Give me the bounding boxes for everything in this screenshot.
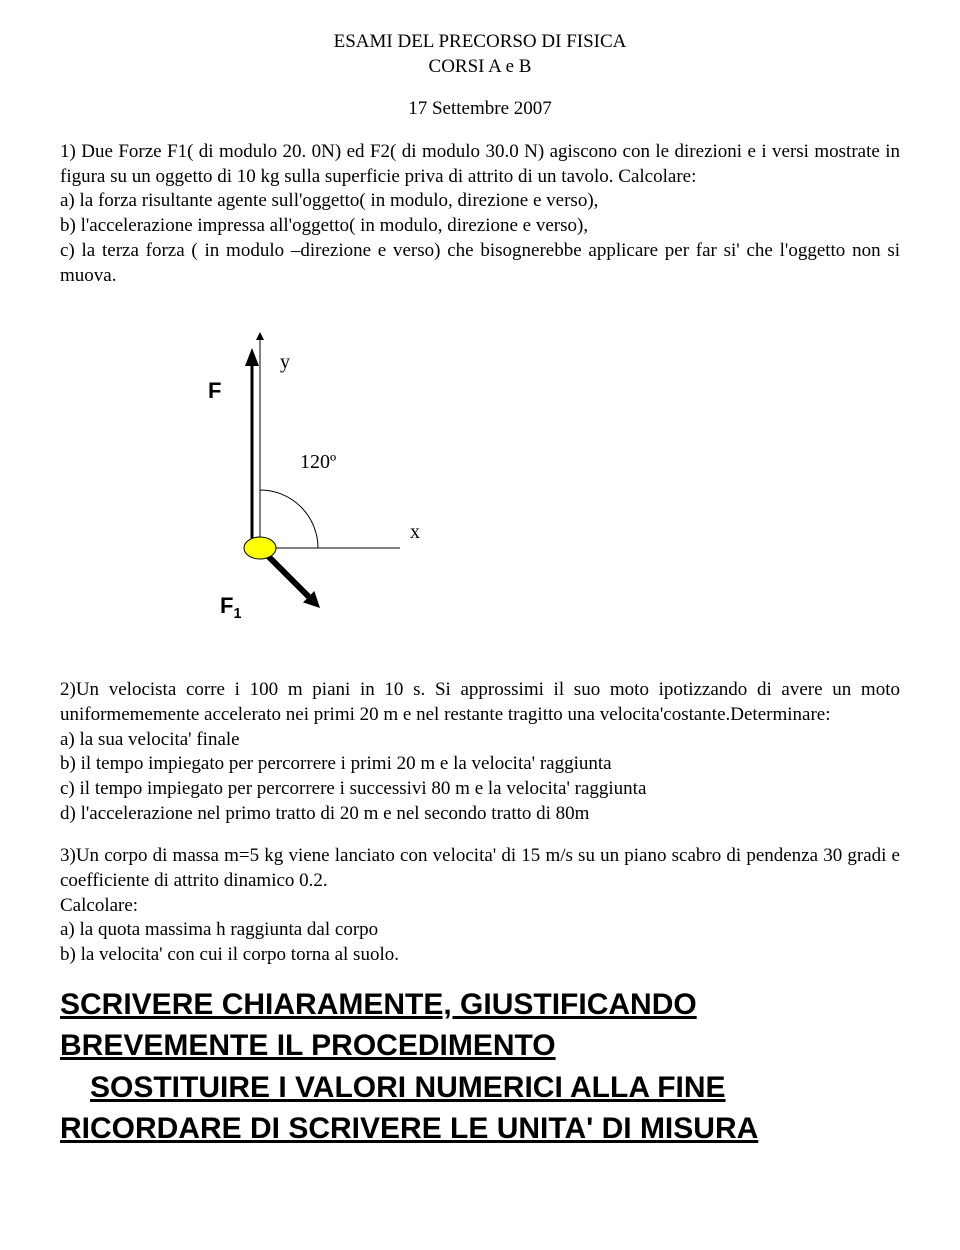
exam-date: 17 Settembre 2007 [60, 97, 900, 122]
problem-1: 1) Due Forze F1( di modulo 20. 0N) ed F2… [60, 140, 900, 288]
instruction-2: BREVEMENTE IL PROCEDIMENTO [60, 1027, 900, 1065]
svg-text:120º: 120º [300, 451, 336, 473]
diagram-svg: y x F F1 120º [60, 318, 480, 638]
svg-text:y: y [280, 351, 290, 373]
svg-text:x: x [410, 521, 420, 543]
problem-1-c: c) la terza forza ( in modulo –direzione… [60, 239, 900, 288]
problem-1-a: a) la forza risultante agente sull'ogget… [60, 189, 900, 214]
problem-2-a: a) la sua velocita' finale [60, 728, 900, 753]
problem-3-a: a) la quota massima h raggiunta dal corp… [60, 918, 900, 943]
title-line-2: CORSI A e B [60, 55, 900, 80]
instruction-3: SOSTITUIRE I VALORI NUMERICI ALLA FINE [60, 1069, 900, 1107]
problem-3-intro: 3)Un corpo di massa m=5 kg viene lanciat… [60, 844, 900, 893]
instruction-4: RICORDARE DI SCRIVERE LE UNITA' DI MISUR… [60, 1110, 900, 1148]
problem-3-calc: Calcolare: [60, 894, 900, 919]
problem-2-b: b) il tempo impiegato per percorrere i p… [60, 752, 900, 777]
problem-3-b: b) la velocita' con cui il corpo torna a… [60, 943, 900, 968]
problem-2-intro: 2)Un velocista corre i 100 m piani in 10… [60, 678, 900, 727]
problem-2-c: c) il tempo impiegato per percorrere i s… [60, 777, 900, 802]
svg-text:F1: F1 [220, 593, 241, 622]
force-diagram: y x F F1 120º [60, 318, 900, 638]
title-line-1: ESAMI DEL PRECORSO DI FISICA [60, 30, 900, 55]
svg-text:F: F [208, 378, 221, 403]
instruction-1: SCRIVERE CHIARAMENTE, GIUSTIFICANDO [60, 986, 900, 1024]
header-title: ESAMI DEL PRECORSO DI FISICA CORSI A e B [60, 30, 900, 79]
problem-1-intro: 1) Due Forze F1( di modulo 20. 0N) ed F2… [60, 140, 900, 189]
problem-2: 2)Un velocista corre i 100 m piani in 10… [60, 678, 900, 826]
problem-2-d: d) l'accelerazione nel primo tratto di 2… [60, 802, 900, 827]
problem-3: 3)Un corpo di massa m=5 kg viene lanciat… [60, 844, 900, 967]
problem-1-b: b) l'accelerazione impressa all'oggetto(… [60, 214, 900, 239]
